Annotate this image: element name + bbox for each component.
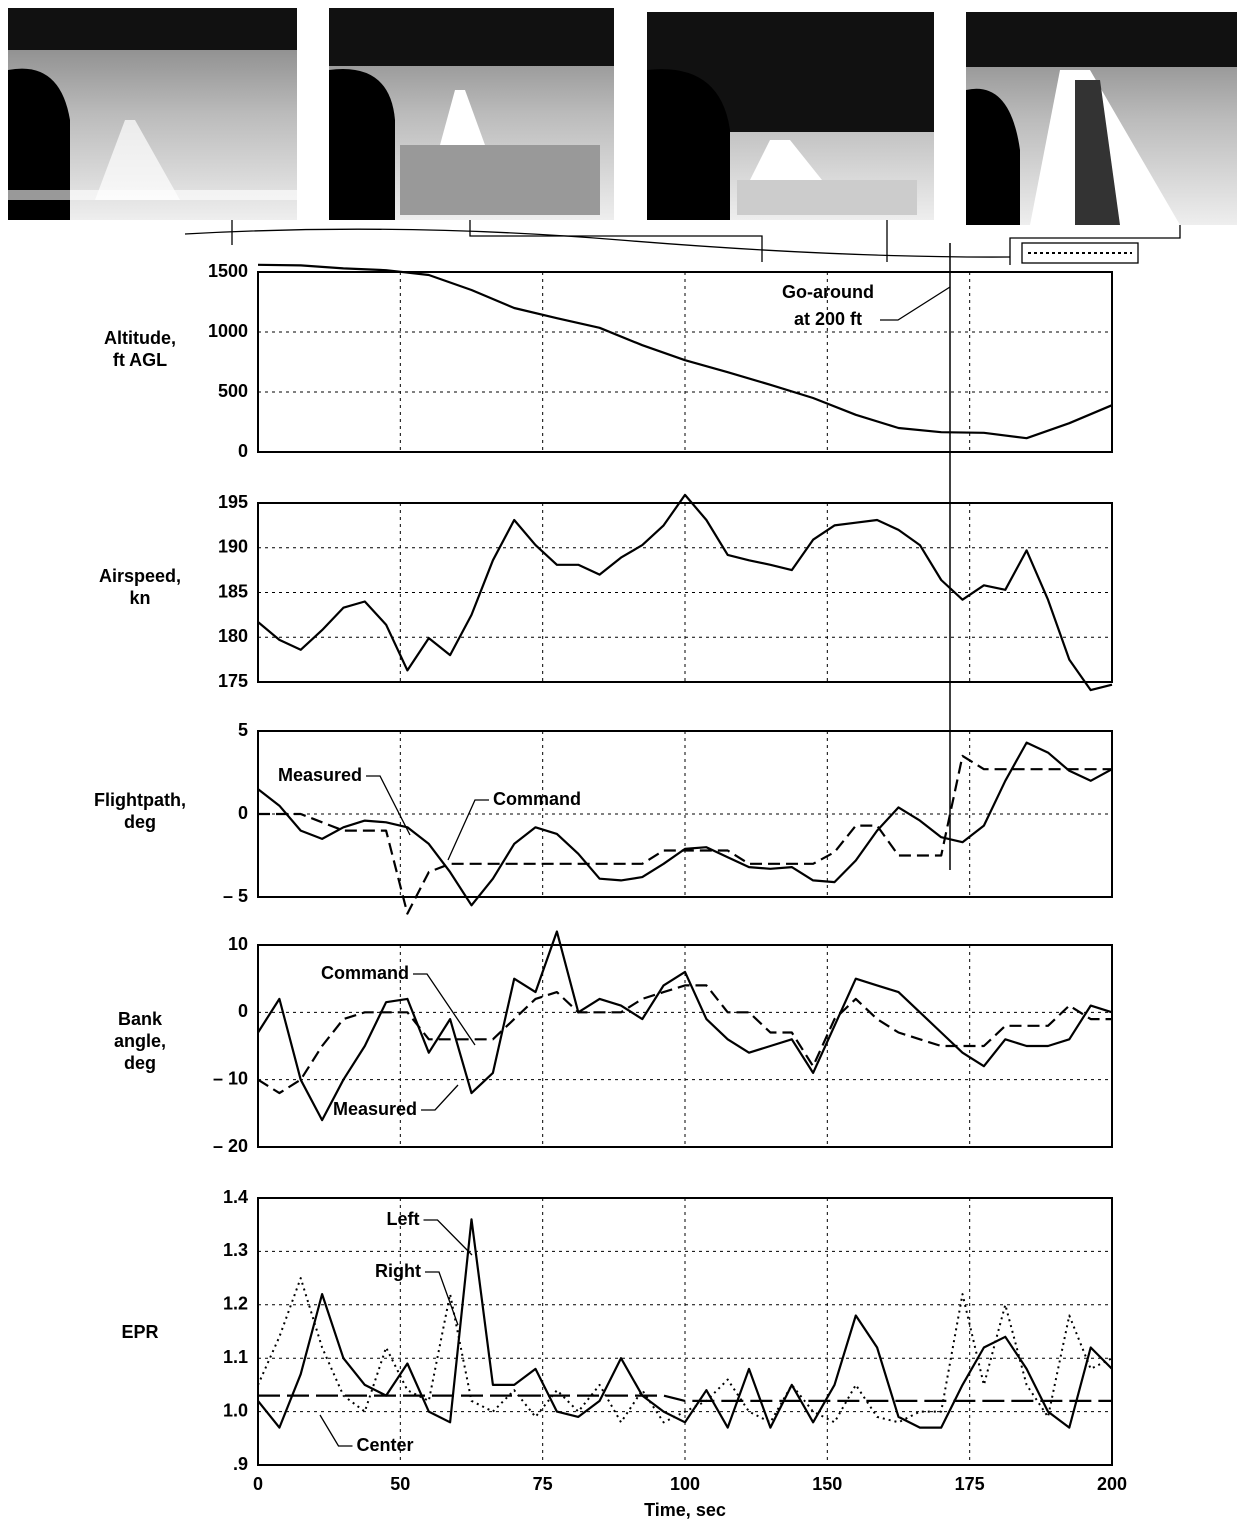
series-label: Right — [375, 1261, 421, 1281]
y-axis-label: deg — [124, 1053, 156, 1073]
y-axis-label: Airspeed, — [99, 566, 181, 586]
series-label: Command — [493, 789, 581, 809]
y-tick-label: – 10 — [213, 1068, 248, 1088]
x-tick-label: 50 — [390, 1474, 410, 1494]
label-leader — [413, 973, 476, 1046]
y-tick-label: 10 — [228, 934, 248, 954]
y-tick-label: 1.4 — [223, 1187, 248, 1207]
y-axis-label: Altitude, — [104, 328, 176, 348]
y-tick-label: 1.0 — [223, 1400, 248, 1420]
plot-frame — [257, 502, 1113, 683]
x-tick-label: 75 — [533, 1474, 553, 1494]
y-tick-label: – 5 — [223, 886, 248, 906]
label-leader — [424, 1271, 459, 1326]
photo — [647, 12, 934, 220]
series-line — [258, 754, 1112, 915]
series-label: Command — [321, 963, 409, 983]
plot-frame — [257, 1197, 1113, 1466]
y-tick-label: 175 — [218, 671, 248, 691]
plot-frame — [257, 944, 1113, 1148]
y-tick-label: 1.3 — [223, 1240, 248, 1260]
y-tick-label: 1.1 — [223, 1347, 248, 1367]
y-tick-label: 0 — [238, 1001, 248, 1021]
photo — [329, 8, 614, 220]
annotation: at 200 ft — [794, 309, 862, 329]
y-axis-label: angle, — [114, 1031, 166, 1051]
y-tick-label: 500 — [218, 381, 248, 401]
y-axis-label: ft AGL — [113, 350, 167, 370]
annotation-leader — [880, 286, 951, 321]
label-leader — [319, 1414, 353, 1447]
y-tick-label: 180 — [218, 626, 248, 646]
photo — [966, 12, 1237, 225]
series-line — [258, 1394, 1112, 1402]
label-leader — [366, 775, 411, 836]
y-tick-label: 0 — [238, 803, 248, 823]
series-label: Center — [356, 1435, 413, 1455]
y-tick-label: 5 — [238, 720, 248, 740]
x-tick-label: 0 — [253, 1474, 263, 1494]
y-tick-label: 1500 — [208, 261, 248, 281]
label-leader — [421, 1084, 459, 1111]
label-leader — [423, 1219, 473, 1256]
series-label: Left — [387, 1209, 420, 1229]
series-line — [257, 741, 1113, 907]
x-axis-label: Time, sec — [644, 1500, 726, 1520]
y-tick-label: 1.2 — [223, 1294, 248, 1314]
y-tick-label: – 20 — [213, 1136, 248, 1156]
x-tick-label: 200 — [1097, 1474, 1127, 1494]
y-axis-label: Bank — [118, 1009, 163, 1029]
series-line — [257, 493, 1113, 692]
series-line — [257, 1277, 1113, 1424]
y-tick-label: 190 — [218, 537, 248, 557]
series-line — [257, 930, 1113, 1122]
x-tick-label: 100 — [670, 1474, 700, 1494]
y-tick-label: 195 — [218, 492, 248, 512]
annotation: Go-around — [782, 282, 874, 302]
photo-leaders — [184, 220, 1181, 265]
x-tick-label: 175 — [955, 1474, 985, 1494]
y-tick-label: 185 — [218, 581, 248, 601]
y-tick-label: .9 — [233, 1454, 248, 1474]
photo — [8, 8, 297, 220]
y-axis-label: Flightpath, — [94, 790, 186, 810]
y-tick-label: 0 — [238, 441, 248, 461]
x-tick-label: 150 — [812, 1474, 842, 1494]
series-line — [257, 263, 1113, 440]
series-label: Measured — [278, 765, 362, 785]
photo-strip — [8, 8, 1237, 225]
series-label: Measured — [333, 1099, 417, 1119]
label-leader — [447, 799, 489, 861]
series-line — [257, 984, 1112, 1095]
y-axis-label: EPR — [121, 1322, 158, 1342]
y-axis-label: deg — [124, 812, 156, 832]
y-axis-label: kn — [129, 588, 150, 608]
plot-frame — [257, 271, 1113, 453]
y-tick-label: 1000 — [208, 321, 248, 341]
series-line — [257, 1218, 1113, 1429]
